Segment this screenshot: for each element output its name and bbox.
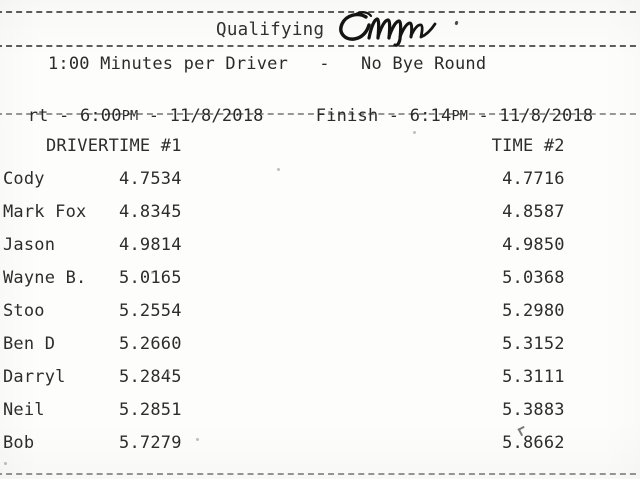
finish-time: 6:14 — [409, 106, 452, 126]
start-meridiem: PM — [121, 108, 139, 124]
cell-time2: 4.7716 — [502, 169, 565, 189]
scan-speck — [167, 371, 170, 374]
scan-speck — [4, 462, 7, 465]
column-header-time1: TIME #1 — [108, 136, 182, 156]
dashed-rule-bottom — [0, 473, 640, 475]
finish-meridiem: PM — [451, 108, 469, 124]
start-date: 11/8/2018 — [169, 106, 264, 126]
cell-time1: 5.2554 — [119, 301, 182, 321]
column-header-driver: DRIVER — [46, 136, 109, 156]
cell-driver: Jason — [3, 235, 56, 255]
dashed-rule-under-times — [0, 113, 640, 115]
cell-time2: 5.3152 — [502, 334, 565, 354]
finish-separator-2: - — [468, 106, 500, 126]
start-separator-2: - — [138, 106, 170, 126]
cell-driver: Stoo — [3, 301, 45, 321]
cell-time1: 5.2851 — [119, 400, 182, 420]
qualifying-results-table: DRIVER TIME #1 TIME #2 TIME #3 Cody 4.753… — [0, 130, 640, 460]
start-time: 6:00 — [79, 106, 122, 126]
cell-time2: 5.3883 — [502, 400, 565, 420]
format-line: 1:00 Minutes per Driver - No Bye Round — [48, 54, 487, 74]
cell-time1: 4.7534 — [119, 169, 182, 189]
cell-time1: 5.7279 — [119, 433, 182, 453]
cell-driver: Darryl — [3, 367, 66, 387]
scan-speck — [129, 145, 132, 148]
scan-speck — [413, 131, 416, 134]
cell-time2: 5.8662 — [502, 433, 565, 453]
table-header-row: DRIVER TIME #1 TIME #2 TIME #3 — [0, 130, 640, 163]
start-label: rt — [27, 106, 49, 126]
cell-time2: 4.8587 — [502, 202, 565, 222]
cell-driver: Wayne B. — [3, 268, 87, 288]
cell-time1: 5.0165 — [119, 268, 182, 288]
cell-time2: 5.3111 — [502, 367, 565, 387]
page-title: Qualifying — [216, 20, 325, 40]
scan-speck — [196, 438, 199, 441]
cell-time1: 4.8345 — [119, 202, 182, 222]
cell-time1: 4.9814 — [119, 235, 182, 255]
dashed-rule-top — [0, 11, 640, 13]
cell-time2: 4.9850 — [502, 235, 565, 255]
cell-driver: Cody — [3, 169, 45, 189]
cell-driver: Mark Fox — [3, 202, 87, 222]
column-header-time2: TIME #2 — [491, 136, 565, 156]
times-gap — [264, 106, 316, 126]
cell-time2: 5.0368 — [502, 268, 565, 288]
start-separator-1: - — [48, 106, 80, 126]
cell-time2: 5.2980 — [502, 301, 565, 321]
scan-speck — [151, 271, 154, 274]
handwritten-signature — [336, 8, 446, 48]
stray-ink-mark — [454, 20, 459, 26]
cell-time1: 5.2660 — [119, 334, 182, 354]
cell-time1: 5.2845 — [119, 367, 182, 387]
cell-driver: Ben D — [3, 334, 56, 354]
dashed-rule-under-title — [0, 45, 640, 47]
finish-date: 11/8/2018 — [499, 106, 594, 126]
scan-speck — [277, 168, 280, 171]
session-times-line: rt - 6:00PM - 11/8/2018 Finish - 6:14PM … — [0, 86, 593, 146]
table-header: DRIVER TIME #1 TIME #2 TIME #3 — [0, 130, 640, 163]
cell-driver: Bob — [3, 433, 35, 453]
finish-separator-1: - — [378, 106, 410, 126]
finish-label: Finish — [315, 106, 379, 126]
cell-driver: Neil — [3, 400, 45, 420]
